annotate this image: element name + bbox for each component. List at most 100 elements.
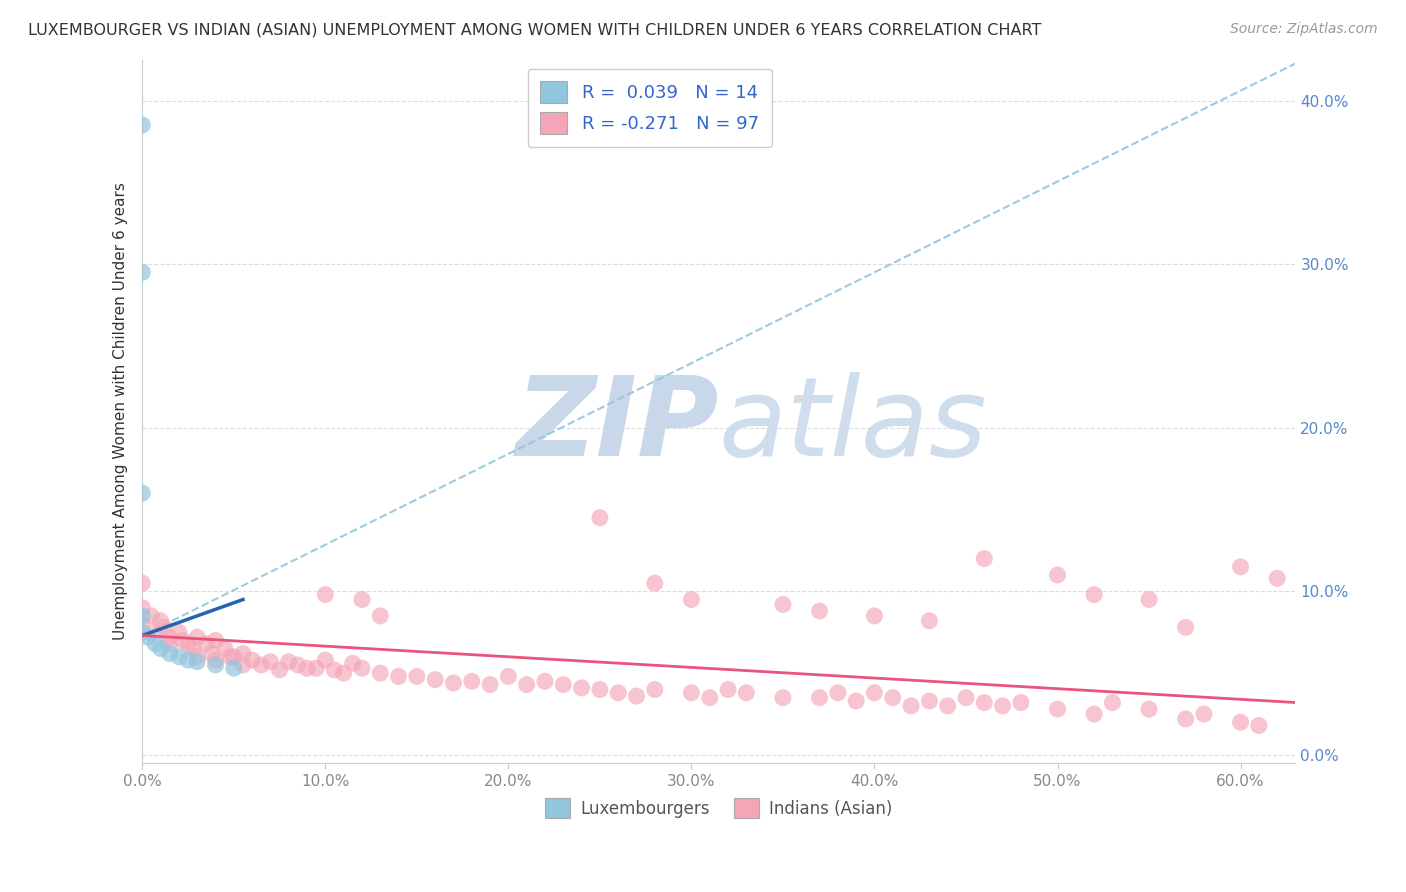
- Point: [772, 598, 794, 612]
- Text: ZIP: ZIP: [516, 372, 718, 479]
- Point: [287, 657, 309, 672]
- Point: [183, 641, 205, 656]
- Point: [131, 576, 153, 591]
- Point: [177, 653, 200, 667]
- Point: [186, 649, 208, 664]
- Point: [808, 690, 831, 705]
- Point: [172, 633, 194, 648]
- Text: LUXEMBOURGER VS INDIAN (ASIAN) UNEMPLOYMENT AMONG WOMEN WITH CHILDREN UNDER 6 YE: LUXEMBOURGER VS INDIAN (ASIAN) UNEMPLOYM…: [28, 22, 1042, 37]
- Point: [195, 637, 218, 651]
- Point: [918, 614, 941, 628]
- Point: [534, 674, 557, 689]
- Text: Source: ZipAtlas.com: Source: ZipAtlas.com: [1230, 22, 1378, 37]
- Point: [1101, 696, 1123, 710]
- Point: [131, 600, 153, 615]
- Point: [1083, 706, 1105, 721]
- Point: [159, 630, 181, 644]
- Point: [1174, 620, 1197, 634]
- Point: [204, 657, 226, 672]
- Point: [405, 669, 427, 683]
- Point: [131, 265, 153, 279]
- Point: [204, 653, 226, 667]
- Point: [1265, 571, 1288, 585]
- Point: [368, 666, 391, 681]
- Point: [863, 686, 886, 700]
- Point: [143, 637, 166, 651]
- Point: [973, 696, 995, 710]
- Point: [259, 655, 281, 669]
- Point: [387, 669, 409, 683]
- Y-axis label: Unemployment Among Women with Children Under 6 years: Unemployment Among Women with Children U…: [114, 183, 128, 640]
- Point: [644, 576, 666, 591]
- Point: [681, 686, 703, 700]
- Point: [269, 663, 291, 677]
- Point: [443, 676, 465, 690]
- Point: [900, 698, 922, 713]
- Point: [425, 673, 447, 687]
- Point: [232, 657, 254, 672]
- Point: [571, 681, 593, 695]
- Point: [827, 686, 849, 700]
- Point: [350, 661, 373, 675]
- Point: [882, 690, 904, 705]
- Point: [1137, 592, 1160, 607]
- Point: [131, 617, 153, 632]
- Point: [735, 686, 758, 700]
- Point: [131, 486, 153, 500]
- Legend: Luxembourgers, Indians (Asian): Luxembourgers, Indians (Asian): [538, 791, 900, 825]
- Point: [1229, 559, 1251, 574]
- Point: [232, 647, 254, 661]
- Point: [1010, 696, 1032, 710]
- Point: [955, 690, 977, 705]
- Point: [936, 698, 959, 713]
- Point: [149, 614, 172, 628]
- Point: [250, 657, 273, 672]
- Point: [177, 637, 200, 651]
- Point: [1137, 702, 1160, 716]
- Point: [461, 674, 484, 689]
- Point: [219, 649, 242, 664]
- Point: [644, 682, 666, 697]
- Point: [222, 661, 245, 675]
- Point: [314, 653, 336, 667]
- Text: atlas: atlas: [718, 372, 987, 479]
- Point: [295, 661, 318, 675]
- Point: [626, 689, 648, 703]
- Point: [1192, 706, 1215, 721]
- Point: [553, 677, 575, 691]
- Point: [201, 647, 224, 661]
- Point: [153, 620, 176, 634]
- Point: [1247, 718, 1270, 732]
- Point: [305, 661, 328, 675]
- Point: [136, 630, 159, 644]
- Point: [845, 694, 868, 708]
- Point: [240, 653, 263, 667]
- Point: [681, 592, 703, 607]
- Point: [159, 637, 181, 651]
- Point: [808, 604, 831, 618]
- Point: [159, 647, 181, 661]
- Point: [214, 641, 236, 656]
- Point: [141, 608, 163, 623]
- Point: [479, 677, 502, 691]
- Point: [323, 663, 346, 677]
- Point: [314, 588, 336, 602]
- Point: [1083, 588, 1105, 602]
- Point: [131, 118, 153, 132]
- Point: [516, 677, 538, 691]
- Point: [699, 690, 721, 705]
- Point: [186, 630, 208, 644]
- Point: [991, 698, 1014, 713]
- Point: [350, 592, 373, 607]
- Point: [607, 686, 630, 700]
- Point: [863, 608, 886, 623]
- Point: [772, 690, 794, 705]
- Point: [167, 649, 190, 664]
- Point: [589, 510, 612, 524]
- Point: [332, 666, 354, 681]
- Point: [589, 682, 612, 697]
- Point: [1046, 702, 1069, 716]
- Point: [918, 694, 941, 708]
- Point: [204, 633, 226, 648]
- Point: [498, 669, 520, 683]
